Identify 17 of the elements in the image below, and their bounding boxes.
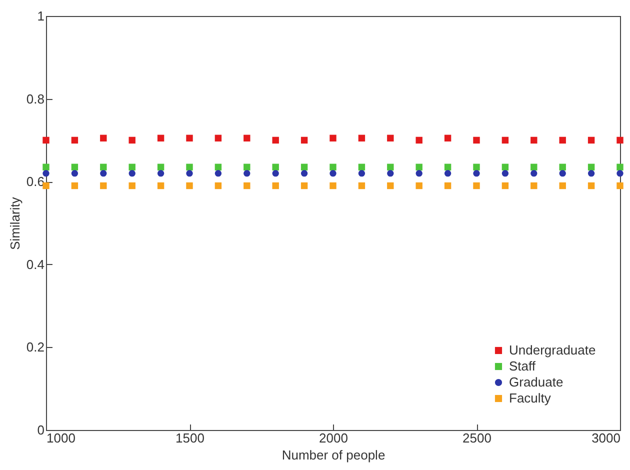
y-tick-label: 0.2 (26, 340, 44, 355)
legend-label: Graduate (509, 374, 564, 390)
legend-label: Staff (509, 358, 536, 374)
x-tick-label: 1500 (176, 430, 204, 446)
y-tick-label: 0 (37, 422, 44, 438)
x-tick-label: 2000 (319, 430, 348, 446)
x-tick-label: 1000 (46, 430, 76, 446)
y-tick-label: 0.6 (26, 174, 44, 190)
legend-label: Faculty (509, 390, 552, 406)
y-tick-label: 1 (37, 8, 44, 24)
legend-label: Undergraduate (509, 342, 596, 358)
x-tick-label: 2500 (462, 430, 492, 446)
y-axis-title: Similarity (7, 196, 22, 250)
y-tick-label: 0.8 (26, 91, 44, 106)
y-tick-label: 0.4 (26, 256, 44, 272)
x-tick-label: 3000 (592, 430, 620, 446)
x-axis-title: Number of people (282, 448, 386, 462)
